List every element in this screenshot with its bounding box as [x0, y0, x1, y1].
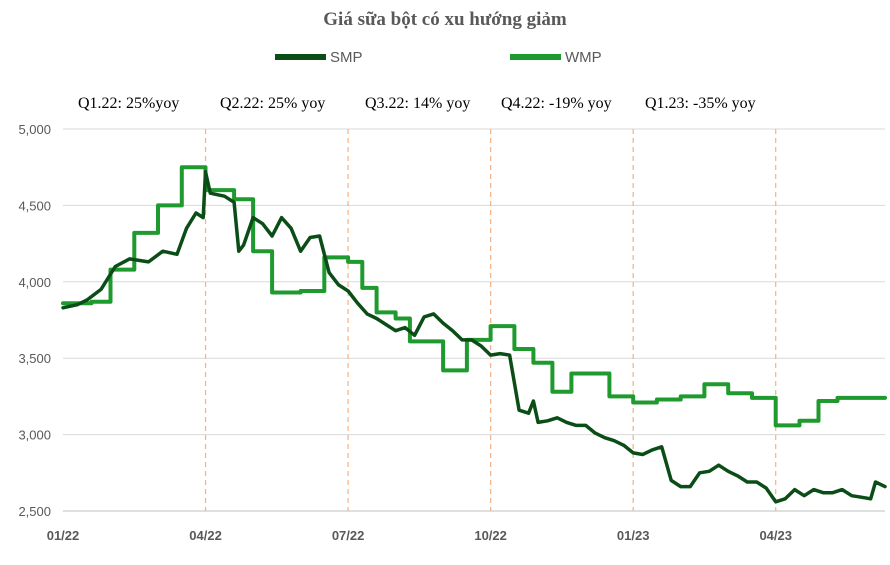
x-tick-label: 04/22: [189, 528, 222, 543]
series-line-smp: [61, 170, 887, 504]
legend-label-wmp: WMP: [565, 49, 602, 66]
series-lines: [61, 165, 887, 504]
annotation-q2-22: Q2.22: 25% yoy: [220, 95, 325, 112]
x-tick-label: 07/22: [332, 528, 365, 543]
legend-label-smp: SMP: [330, 49, 363, 66]
series-line-wmp: [61, 165, 887, 428]
annotation-q3-22: Q3.22: 14% yoy: [365, 95, 470, 112]
y-tick-label: 3,000: [18, 428, 51, 443]
chart-title: Giá sữa bột có xu hướng giảm: [323, 9, 567, 30]
annotation-q4-22: Q4.22: -19% yoy: [501, 95, 612, 112]
grid: [63, 128, 885, 512]
annotation-q1-22: Q1.22: 25%yoy: [78, 95, 179, 112]
y-tick-label: 4,000: [18, 275, 51, 290]
annotation-q1-23: Q1.23: -35% yoy: [645, 95, 756, 112]
x-tick-label: 04/23: [759, 528, 792, 543]
y-tick-label: 4,500: [18, 198, 51, 213]
y-tick-label: 5,000: [18, 122, 51, 137]
axes: 5,000 4,500 4,000 3,500 3,000 2,500 01/22 04/22…: [18, 122, 885, 543]
x-tick-label: 01/22: [47, 528, 80, 543]
x-tick-label: 10/22: [474, 528, 507, 543]
x-tick-label: 01/23: [617, 528, 650, 543]
annotations: Q1.22: 25%yoy Q2.22: 25% yoy Q3.22: 14% …: [78, 95, 756, 112]
legend: SMP WMP: [275, 49, 602, 66]
y-tick-label: 3,500: [18, 351, 51, 366]
y-tick-label: 2,500: [18, 504, 51, 519]
